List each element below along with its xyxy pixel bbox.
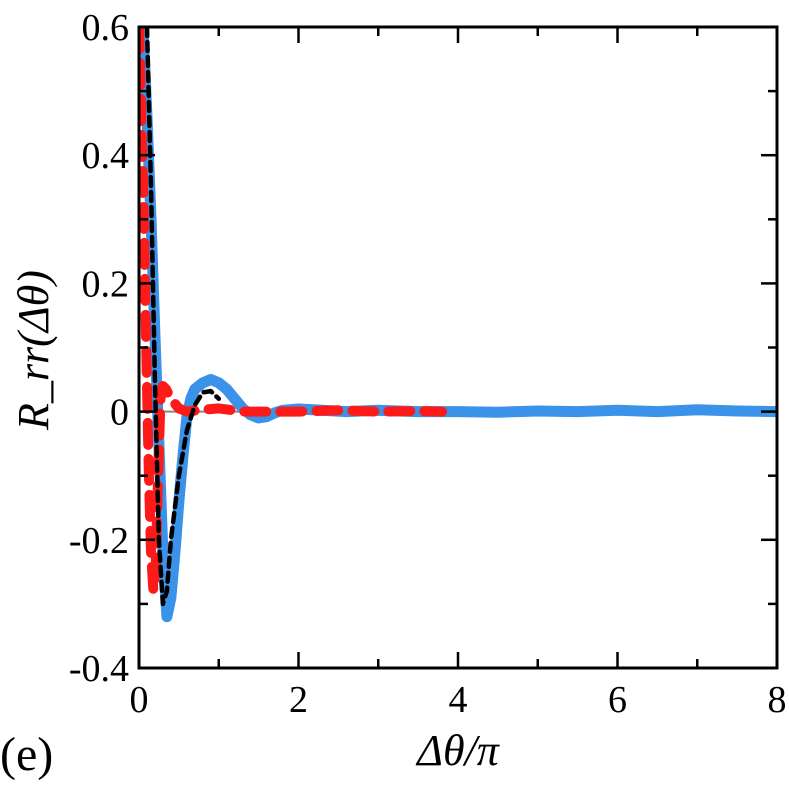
x-tick-label: 0 — [130, 679, 149, 721]
y-tick-label: 0.2 — [82, 263, 130, 305]
series-line-3 — [144, 27, 222, 607]
y-axis-title: R_rr(Δθ) — [9, 270, 58, 431]
y-tick-label: 0 — [110, 392, 129, 434]
x-tick-label: 2 — [289, 679, 308, 721]
y-tick-label: -0.4 — [69, 648, 129, 690]
x-axis-title: Δθ/π — [415, 726, 501, 775]
series-line-1 — [139, 27, 777, 623]
y-tick-label: -0.2 — [69, 520, 129, 562]
x-tick-label: 6 — [608, 679, 627, 721]
x-tick-label: 4 — [449, 679, 468, 721]
panel-label: (e) — [0, 728, 53, 781]
y-tick-label: 0.6 — [82, 7, 130, 49]
plot-frame — [137, 25, 779, 670]
series-line-2 — [139, 27, 448, 597]
y-tick-label: 0.4 — [82, 135, 130, 177]
x-tick-label: 8 — [768, 679, 787, 721]
